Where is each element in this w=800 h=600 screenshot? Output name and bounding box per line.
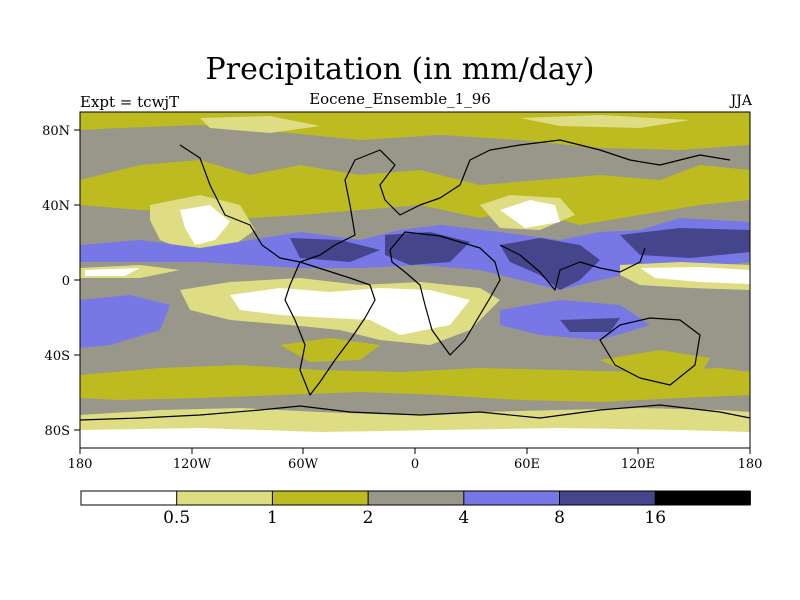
lat-label-80s: 80S [45, 424, 70, 439]
colorbar: 0.5 1 2 4 8 16 [80, 490, 751, 528]
colorbar-bin [81, 491, 177, 505]
plot-title: Precipitation (in mm/day) [205, 52, 595, 87]
colorbar-level-label: 1 [267, 508, 278, 528]
lon-label-60w: 60W [288, 457, 319, 472]
colorbar-bin [655, 491, 751, 505]
colorbar-bin [463, 491, 560, 505]
lon-label-120e: 120E [621, 457, 655, 472]
lon-axis: 180 120W 60W 0 60E 120E 180 [68, 448, 763, 472]
colorbar-level-label: 2 [363, 508, 374, 528]
lon-label-180e: 180 [738, 457, 763, 472]
colorbar-level-label: 0.5 [163, 508, 190, 528]
lat-label-40n: 40N [42, 199, 70, 214]
lon-label-120w: 120W [173, 457, 212, 472]
colorbar-bin [176, 491, 273, 505]
colorbar-level-label: 16 [644, 508, 666, 528]
coastlines [79, 139, 751, 421]
precip-contours [80, 112, 750, 448]
colorbar-bin [559, 491, 656, 505]
lon-label-0: 0 [411, 457, 419, 472]
lon-label-60e: 60E [514, 457, 540, 472]
colorbar-bin [368, 491, 464, 505]
lat-label-80n: 80N [42, 124, 70, 139]
colorbar-level-label: 4 [458, 508, 469, 528]
lon-label-180w: 180 [68, 457, 93, 472]
lat-label-0: 0 [62, 274, 70, 289]
case-name-label: Eocene_Ensemble_1_96 [309, 90, 491, 108]
colorbar-bin [272, 491, 369, 505]
lat-label-40s: 40S [45, 349, 70, 364]
season-label: JJA [730, 93, 752, 109]
colorbar-frame [80, 490, 751, 506]
colorbar-level-label: 8 [554, 508, 565, 528]
lat-axis: 80N 40N 0 40S 80S [42, 124, 80, 439]
experiment-label: Expt = tcwjT [80, 93, 180, 111]
